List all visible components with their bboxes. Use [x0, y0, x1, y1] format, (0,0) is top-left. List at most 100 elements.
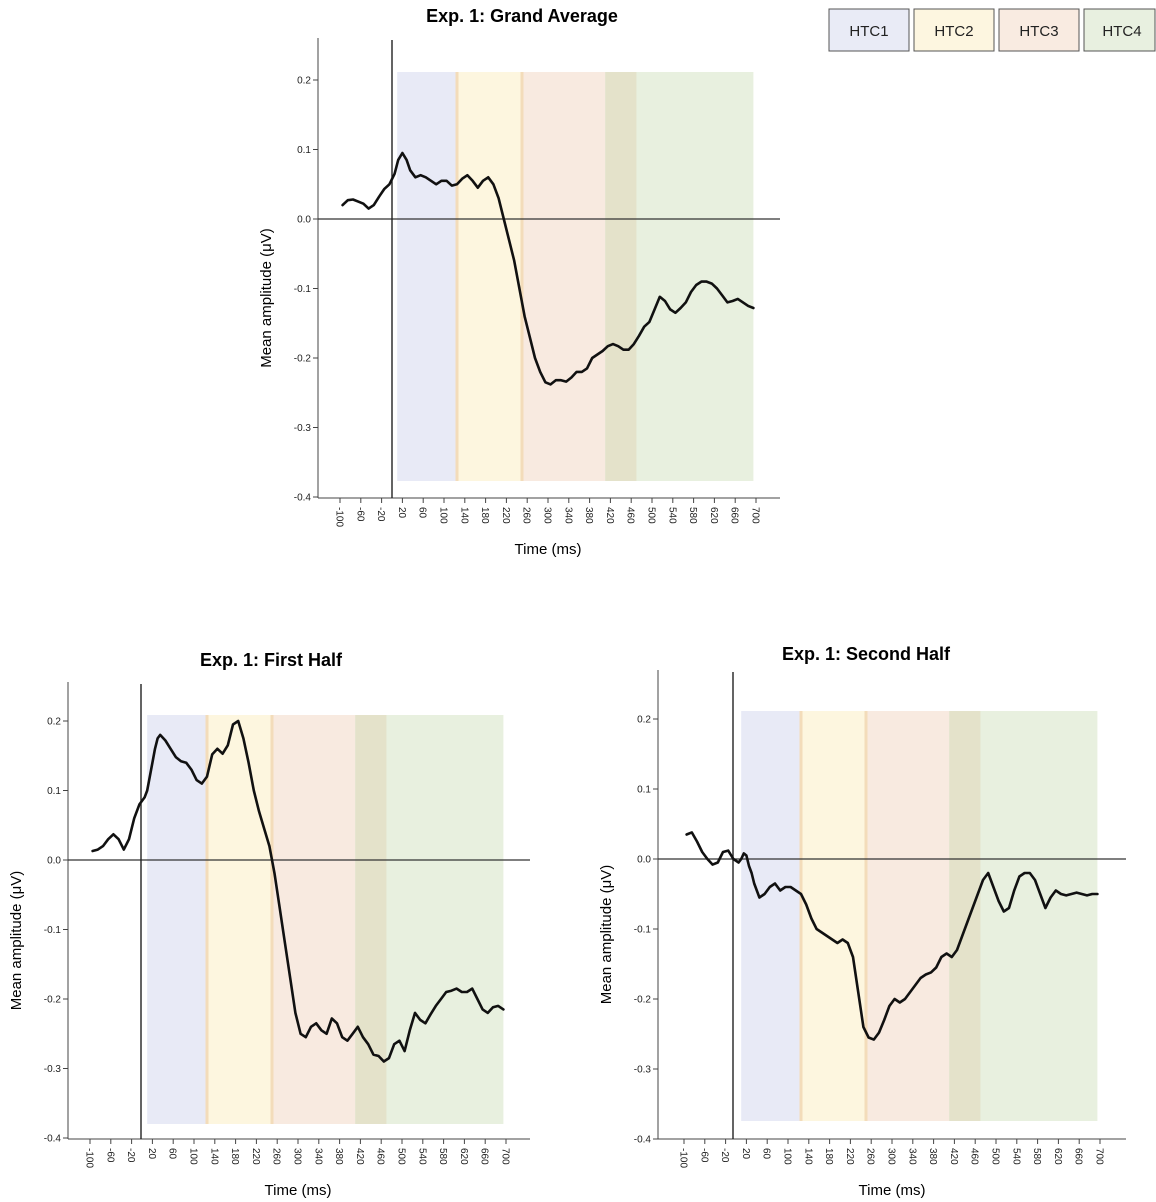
x-tick-label: 260	[521, 507, 532, 524]
legend-item-htc3: HTC3	[998, 8, 1080, 52]
y-tick-label: -0.4	[44, 1134, 62, 1145]
x-tick-label: 20	[146, 1148, 157, 1160]
y-tick-label: -0.1	[634, 925, 652, 936]
legend-label-htc4: HTC4	[1102, 23, 1141, 40]
y-tick-label: 0.2	[297, 76, 311, 87]
y-axis-label: Mean amplitude (μV)	[8, 871, 25, 1011]
x-tick-label: -20	[719, 1148, 730, 1163]
x-tick-label: 660	[1073, 1148, 1084, 1165]
htc-overlap-band	[605, 72, 637, 481]
chart-second-half: -0.4 -0.3 -0.2 -0.1 0.0 0.1 0.2 -100 -60 -20 20 60 1…	[590, 630, 1150, 1202]
legend-swatch-htc2	[913, 8, 995, 52]
chart-grand-average: -0.4 -0.3 -0.2 -0.1 0.0 0.1 0.2 -100 -60 -20 20 60 1…	[240, 0, 800, 570]
htc-window-htc1	[147, 715, 207, 1124]
y-tick-label: 0.0	[47, 856, 61, 867]
y-tick-label: -0.3	[44, 1064, 62, 1075]
legend-label-htc3: HTC3	[1019, 23, 1058, 40]
htc-overlap-band	[355, 715, 387, 1124]
x-tick-label: 140	[458, 507, 469, 524]
x-tick-label: 540	[416, 1148, 427, 1165]
x-tick-label: 500	[396, 1148, 407, 1165]
x-tick-label: 540	[1010, 1148, 1021, 1165]
legend-swatch-htc3	[998, 8, 1080, 52]
htc-window-htc2	[457, 72, 522, 481]
htc-window-htc3	[272, 715, 356, 1124]
x-tick-label: 300	[292, 1148, 303, 1165]
x-tick-label: 380	[583, 507, 594, 524]
x-tick-label: -100	[334, 507, 345, 527]
x-tick-label: 60	[761, 1148, 772, 1160]
x-tick-label: 60	[417, 507, 428, 519]
x-tick-label: 460	[969, 1148, 980, 1165]
x-tick-label: 660	[729, 507, 740, 524]
erp-waveform-line	[685, 831, 1099, 1041]
x-tick-label: 300	[542, 507, 553, 524]
y-tick-label: -0.2	[294, 354, 312, 365]
x-tick-label: 380	[333, 1148, 344, 1165]
x-tick-label: -60	[354, 507, 365, 522]
htc-boundary-0	[799, 711, 803, 1121]
y-tick-label: 0.1	[297, 145, 311, 156]
x-tick-label: 340	[906, 1148, 917, 1165]
x-tick-label: 420	[354, 1148, 365, 1165]
htc-window-htc3	[522, 72, 606, 481]
x-tick-label: -20	[125, 1148, 136, 1163]
chart-title: Exp. 1: First Half	[200, 650, 343, 670]
x-tick-label: 460	[375, 1148, 386, 1165]
htc-boundary-1	[270, 715, 274, 1124]
x-tick-label: -60	[104, 1148, 115, 1163]
erp-waveform-line	[341, 151, 755, 386]
htc-window-htc1	[397, 72, 457, 481]
y-tick-label: -0.3	[294, 423, 312, 434]
x-tick-label: 300	[886, 1148, 897, 1165]
y-tick-label: -0.2	[634, 995, 652, 1006]
legend-swatch-htc4	[1083, 8, 1156, 52]
x-tick-label: 100	[438, 507, 449, 524]
x-tick-label: 220	[250, 1148, 261, 1165]
legend: HTC1 HTC2 HTC3 HTC4	[0, 0, 1156, 60]
x-tick-label: 100	[782, 1148, 793, 1165]
chart-title: Exp. 1: Grand Average	[426, 6, 618, 26]
x-tick-label: 500	[646, 507, 657, 524]
x-tick-label: 580	[687, 507, 698, 524]
x-tick-label: 220	[500, 507, 511, 524]
htc-overlap-band	[949, 711, 981, 1121]
htc-window-htc2	[207, 715, 272, 1124]
legend-svg: HTC1 HTC2 HTC3 HTC4	[828, 8, 1156, 52]
htc-boundary-0	[455, 72, 459, 481]
x-tick-label: -100	[678, 1148, 689, 1168]
y-tick-label: 0.0	[637, 855, 651, 866]
x-tick-label: 340	[312, 1148, 323, 1165]
x-tick-label: 60	[167, 1148, 178, 1160]
x-tick-label: 100	[188, 1148, 199, 1165]
legend-label-htc2: HTC2	[934, 23, 973, 40]
y-tick-label: -0.2	[44, 995, 62, 1006]
x-tick-label: 620	[458, 1148, 469, 1165]
x-tick-label: 620	[708, 507, 719, 524]
x-tick-label: 540	[666, 507, 677, 524]
htc-window-htc1	[741, 711, 801, 1121]
x-tick-label: 580	[437, 1148, 448, 1165]
x-axis-label: Time (ms)	[859, 1182, 926, 1199]
y-tick-label: 0.1	[637, 785, 651, 796]
chart-first-half-svg: -0.4 -0.3 -0.2 -0.1 0.0 0.1 0.2 -100 -60 -20 20 60 1…	[8, 650, 530, 1199]
y-tick-label: -0.4	[634, 1135, 652, 1146]
y-axis-label: Mean amplitude (μV)	[598, 865, 615, 1005]
x-tick-label: -20	[375, 507, 386, 522]
legend-swatch-htc1	[828, 8, 910, 52]
x-tick-label: 260	[271, 1148, 282, 1165]
x-tick-label: -60	[698, 1148, 709, 1163]
y-tick-label: 0.0	[297, 215, 311, 226]
y-tick-label: 0.2	[637, 715, 651, 726]
x-tick-label: 420	[604, 507, 615, 524]
legend-item-htc2: HTC2	[913, 8, 995, 52]
x-tick-label: 700	[1094, 1148, 1105, 1165]
chart-title: Exp. 1: Second Half	[782, 644, 951, 664]
erp-waveform-line	[91, 719, 505, 1063]
chart-second-half-svg: -0.4 -0.3 -0.2 -0.1 0.0 0.1 0.2 -100 -60 -20 20 60 1…	[598, 644, 1126, 1199]
y-tick-label: 0.2	[47, 717, 61, 728]
x-tick-label: 380	[927, 1148, 938, 1165]
x-tick-label: 500	[990, 1148, 1001, 1165]
x-tick-label: 460	[625, 507, 636, 524]
x-tick-label: 580	[1031, 1148, 1042, 1165]
